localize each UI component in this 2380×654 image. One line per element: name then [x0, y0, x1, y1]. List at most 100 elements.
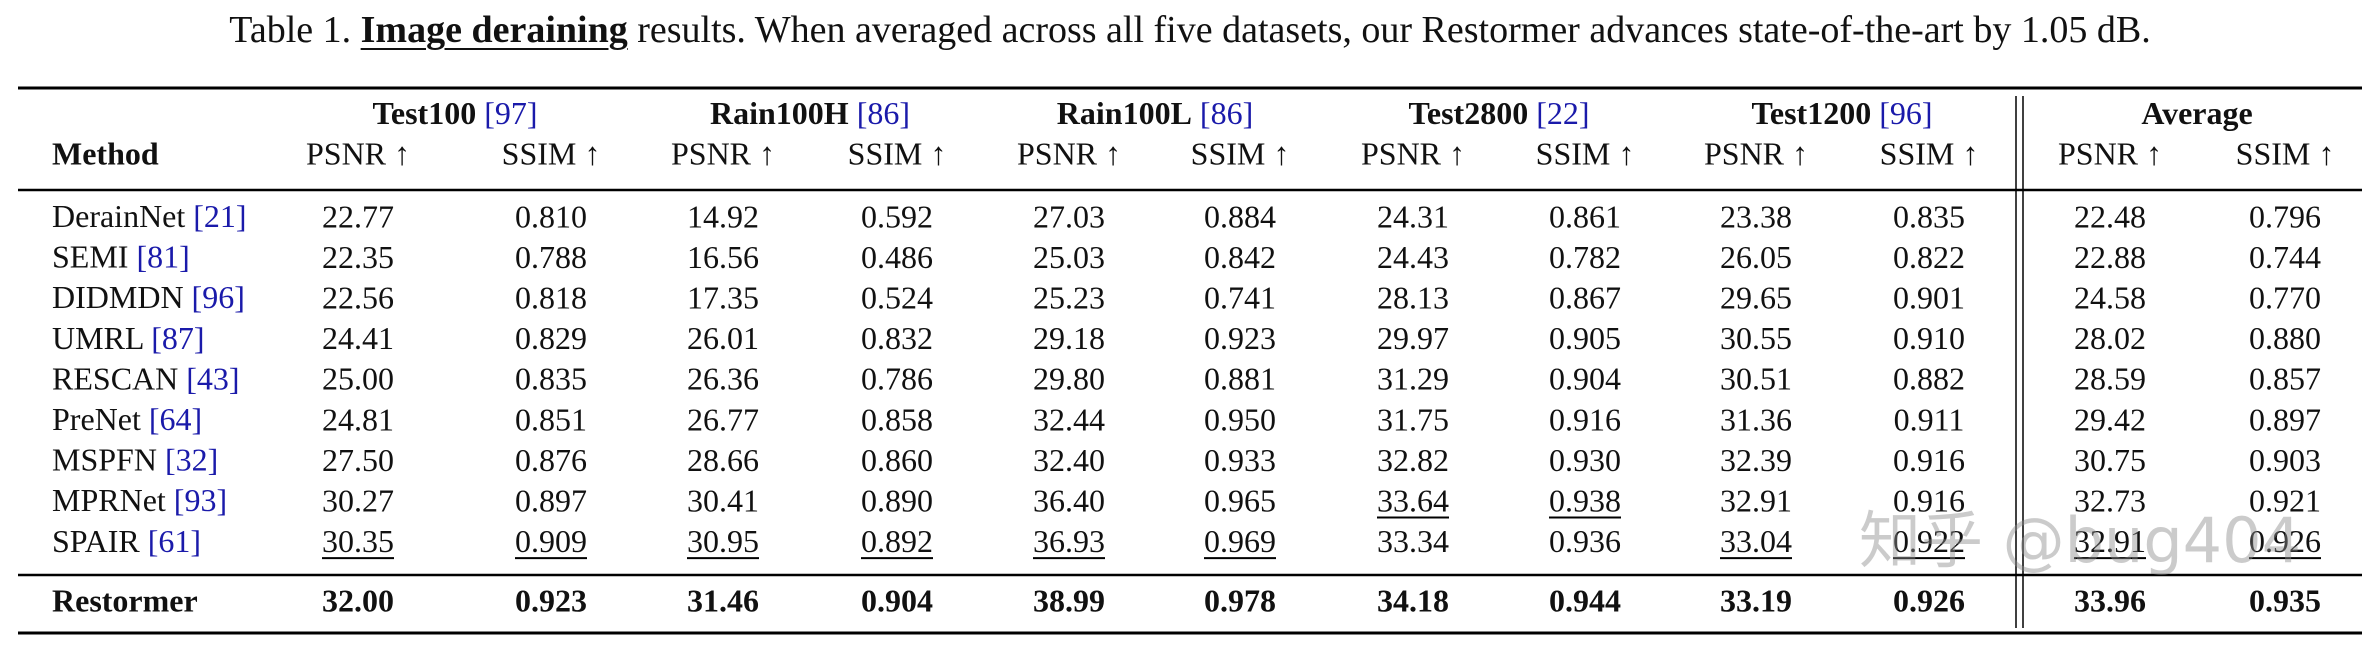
- method-ref: [43]: [186, 361, 239, 397]
- cell: 22.56: [322, 280, 394, 316]
- cell: 29.65: [1720, 280, 1792, 316]
- group-header: Rain100L [86]: [1057, 95, 1253, 131]
- cell: 0.788: [515, 239, 587, 275]
- group-header: Test2800 [22]: [1408, 95, 1589, 131]
- cell: 0.938: [1549, 483, 1621, 519]
- method-name: PreNet [64]: [52, 401, 202, 437]
- cell: 31.29: [1377, 361, 1449, 397]
- cell: 28.13: [1377, 280, 1449, 316]
- group-name: Test100: [372, 95, 476, 131]
- cell: 0.851: [515, 401, 587, 437]
- cell: 33.19: [1720, 582, 1792, 618]
- subheader: PSNR ↑: [1704, 135, 1808, 171]
- cell: 23.38: [1720, 198, 1792, 234]
- cell: 0.741: [1204, 280, 1276, 316]
- cell: 0.884: [1204, 198, 1276, 234]
- group-ref: [86]: [857, 95, 910, 131]
- cell: 0.897: [2249, 401, 2321, 437]
- cell: 28.02: [2074, 320, 2146, 356]
- cell: 0.486: [861, 239, 933, 275]
- cell: 0.921: [2249, 483, 2321, 519]
- subheader: PSNR ↑: [306, 135, 410, 171]
- cell: 32.91: [2074, 523, 2146, 559]
- cell: 0.867: [1549, 280, 1621, 316]
- group-ref: [97]: [484, 95, 537, 131]
- cell: 0.910: [1893, 320, 1965, 356]
- cell: 0.796: [2249, 198, 2321, 234]
- cell: 0.835: [1893, 198, 1965, 234]
- group-name: Rain100L: [1057, 95, 1192, 131]
- method: DerainNet: [52, 198, 185, 234]
- cell: 32.82: [1377, 442, 1449, 478]
- cell: 0.904: [861, 582, 933, 618]
- method-name: SPAIR [61]: [52, 523, 201, 559]
- method-name: UMRL [87]: [52, 320, 205, 356]
- caption-highlight: Image deraining: [360, 9, 628, 51]
- cell: 0.810: [515, 198, 587, 234]
- cell: 26.36: [687, 361, 759, 397]
- subheader: PSNR ↑: [2058, 135, 2162, 171]
- cell: 31.46: [687, 582, 759, 618]
- method-header: Method: [52, 135, 159, 171]
- method: MSPFN: [52, 442, 157, 478]
- method-ref: [87]: [151, 320, 204, 356]
- cell: 0.916: [1893, 483, 1965, 519]
- cell: 0.923: [1204, 320, 1276, 356]
- cell: 0.786: [861, 361, 933, 397]
- cell: 22.35: [322, 239, 394, 275]
- method-ref: [61]: [148, 523, 201, 559]
- cell: 0.926: [2249, 523, 2321, 559]
- group-name: Test1200: [1751, 95, 1871, 131]
- watermark: 知乎 @bug404: [1859, 504, 2301, 577]
- cell: 0.524: [861, 280, 933, 316]
- cell: 17.35: [687, 280, 759, 316]
- cell: 0.916: [1549, 401, 1621, 437]
- method: SPAIR: [52, 523, 140, 559]
- cell: 27.03: [1033, 198, 1105, 234]
- cell: 36.93: [1033, 523, 1105, 559]
- cell: 0.876: [515, 442, 587, 478]
- method-ref: [93]: [174, 483, 227, 519]
- cell: 33.64: [1377, 483, 1449, 519]
- cell: 38.99: [1033, 582, 1105, 618]
- cell: 0.933: [1204, 442, 1276, 478]
- cell: 0.944: [1549, 582, 1621, 618]
- cell: 0.904: [1549, 361, 1621, 397]
- cell: 0.923: [515, 582, 587, 618]
- cell: 24.81: [322, 401, 394, 437]
- method: RESCAN: [52, 361, 178, 397]
- cell: 30.35: [322, 523, 394, 559]
- group-ref: [22]: [1536, 95, 1589, 131]
- cell: 29.80: [1033, 361, 1105, 397]
- cell: 24.31: [1377, 198, 1449, 234]
- method-name: DerainNet [21]: [52, 198, 247, 234]
- method: DIDMDN: [52, 280, 184, 316]
- cell: 32.00: [322, 582, 394, 618]
- cell: 0.911: [1894, 401, 1965, 437]
- cell: 25.03: [1033, 239, 1105, 275]
- subheader: SSIM ↑: [848, 135, 947, 171]
- cell: 32.39: [1720, 442, 1792, 478]
- cell: 0.892: [861, 523, 933, 559]
- cell: 30.41: [687, 483, 759, 519]
- cell: 0.969: [1204, 523, 1276, 559]
- group-header: Rain100H [86]: [710, 95, 910, 131]
- group-header: Test1200 [96]: [1751, 95, 1932, 131]
- cell: 0.890: [861, 483, 933, 519]
- method-name: MPRNet [93]: [52, 483, 227, 519]
- cell: 0.882: [1893, 361, 1965, 397]
- cell: 31.36: [1720, 401, 1792, 437]
- cell: 22.77: [322, 198, 394, 234]
- cell: 0.744: [2249, 239, 2321, 275]
- method-ref: [64]: [149, 401, 202, 437]
- cell: 34.18: [1377, 582, 1449, 618]
- method-ref: [96]: [192, 280, 245, 316]
- cell: 30.55: [1720, 320, 1792, 356]
- cell: 36.40: [1033, 483, 1105, 519]
- cell: 28.59: [2074, 361, 2146, 397]
- cell: 28.66: [687, 442, 759, 478]
- cell: 27.50: [322, 442, 394, 478]
- cell: 0.978: [1204, 582, 1276, 618]
- method: MPRNet: [52, 483, 166, 519]
- caption-text: results. When averaged across all five d…: [637, 9, 2151, 51]
